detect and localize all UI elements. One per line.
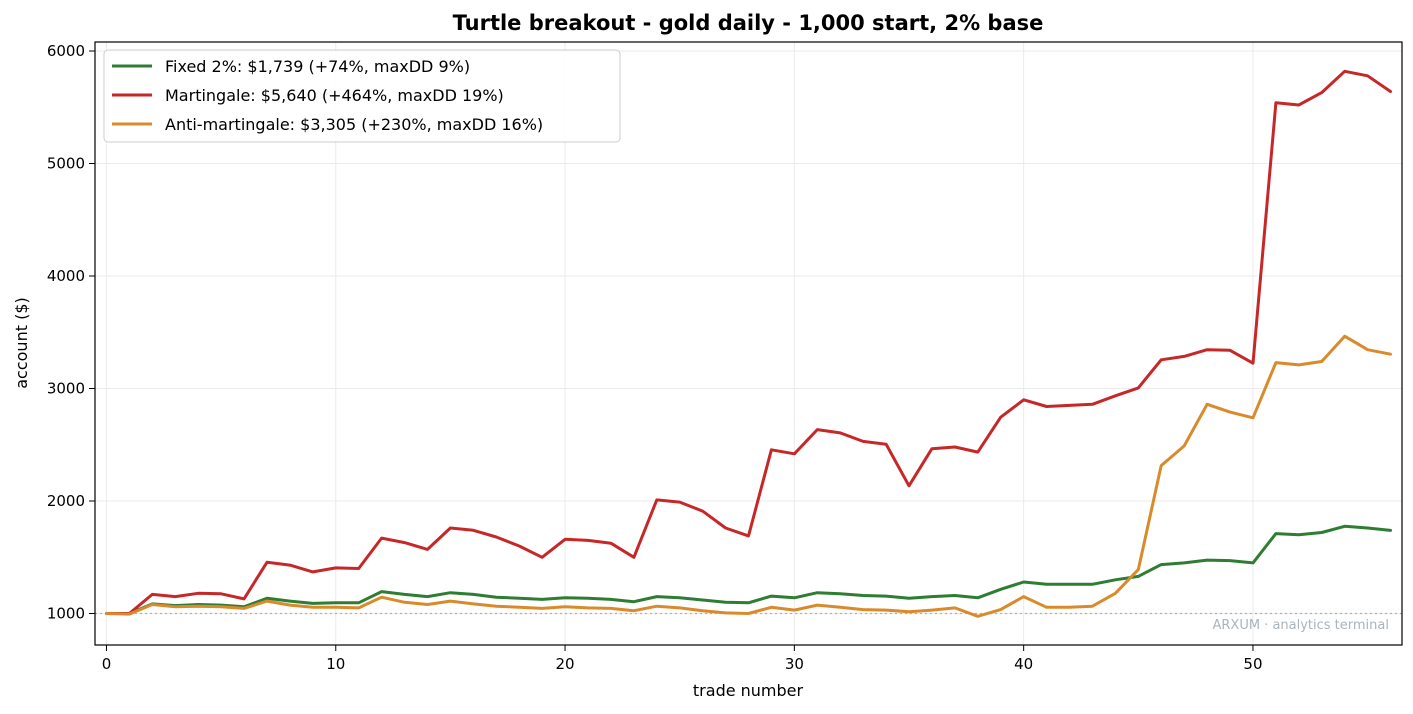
series-lines	[105, 69, 1392, 618]
legend-label-2: Martingale: $5,640 (+464%, maxDD 19%)	[165, 86, 504, 105]
legend-box	[103, 49, 621, 143]
y-axis-label: account ($)	[12, 297, 31, 389]
chart-title: Turtle breakout - gold daily - 1,000 sta…	[453, 11, 1044, 35]
x-tick-label: 0	[102, 655, 112, 673]
series-line-1	[105, 524, 1392, 615]
y-tick-label: 2000	[47, 492, 85, 510]
watermark: ARXUM · analytics terminal	[1212, 618, 1389, 633]
series-line-3	[105, 334, 1392, 618]
legend: Fixed 2%: $1,739 (+74%, maxDD 9%) Marting…	[103, 49, 621, 143]
x-tick-label: 30	[785, 655, 804, 673]
y-axis: 1000 2000 3000 4000 5000 6000	[47, 42, 95, 623]
legend-label-3: Anti-martingale: $3,305 (+230%, maxDD 16…	[165, 115, 543, 134]
y-tick-label: 5000	[47, 155, 85, 173]
x-axis: 0 10 20 30 40 50	[102, 645, 1263, 673]
x-tick-label: 20	[556, 655, 575, 673]
x-tick-label: 50	[1243, 655, 1262, 673]
x-tick-label: 40	[1014, 655, 1033, 673]
plot-frame	[94, 41, 1403, 646]
x-tick-label: 10	[326, 655, 345, 673]
x-axis-label: trade number	[693, 681, 804, 700]
y-tick-label: 3000	[47, 380, 85, 398]
y-tick-label: 1000	[47, 605, 85, 623]
series-line-2	[105, 69, 1392, 615]
y-tick-label: 6000	[47, 42, 85, 60]
legend-label-1: Fixed 2%: $1,739 (+74%, maxDD 9%)	[165, 57, 470, 76]
y-tick-label: 4000	[47, 267, 85, 285]
